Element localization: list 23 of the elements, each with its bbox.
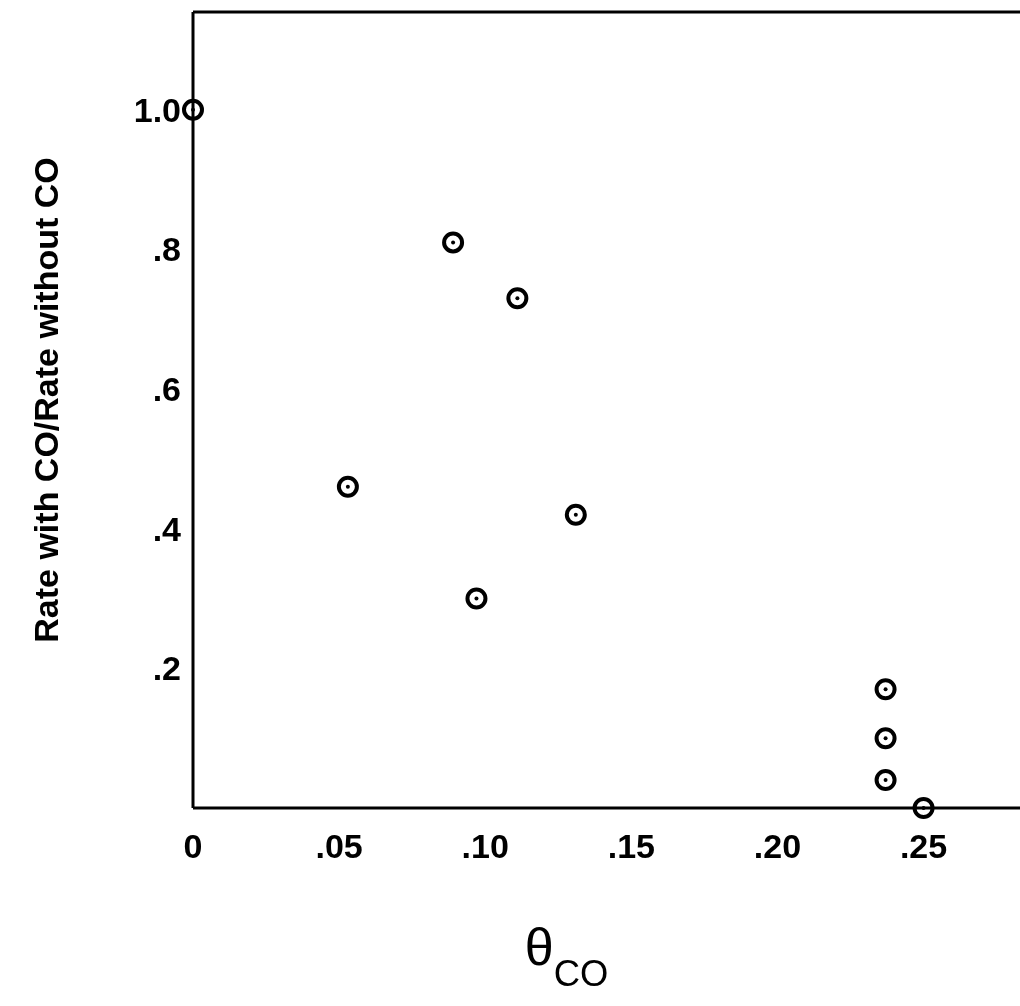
x-tick-label: .15 xyxy=(607,827,655,865)
point xyxy=(564,503,587,526)
point xyxy=(874,769,897,792)
x-tick-label: 0 xyxy=(183,827,203,865)
point xyxy=(442,231,465,254)
point xyxy=(182,98,204,121)
x-tick-label: .20 xyxy=(753,827,802,865)
y-tick-label: .6 xyxy=(152,369,181,408)
point xyxy=(506,287,529,310)
point xyxy=(912,797,935,819)
y-tick-label: .8 xyxy=(152,230,181,269)
x-tick-label: .10 xyxy=(461,827,509,865)
point xyxy=(874,678,897,701)
x-tick-label: .05 xyxy=(315,827,363,865)
y-tick-label: 1.0 xyxy=(133,90,181,129)
point xyxy=(874,727,897,750)
x-axis-title: θ$_{CO}$ xyxy=(524,918,609,994)
y-tick-label: .2 xyxy=(152,649,181,688)
point xyxy=(465,587,488,610)
y-axis-title: Rate with CO/Rate without CO xyxy=(27,157,65,643)
x-tick-label: .25 xyxy=(899,827,948,865)
point xyxy=(336,475,359,498)
y-tick-label: .4 xyxy=(152,509,182,548)
